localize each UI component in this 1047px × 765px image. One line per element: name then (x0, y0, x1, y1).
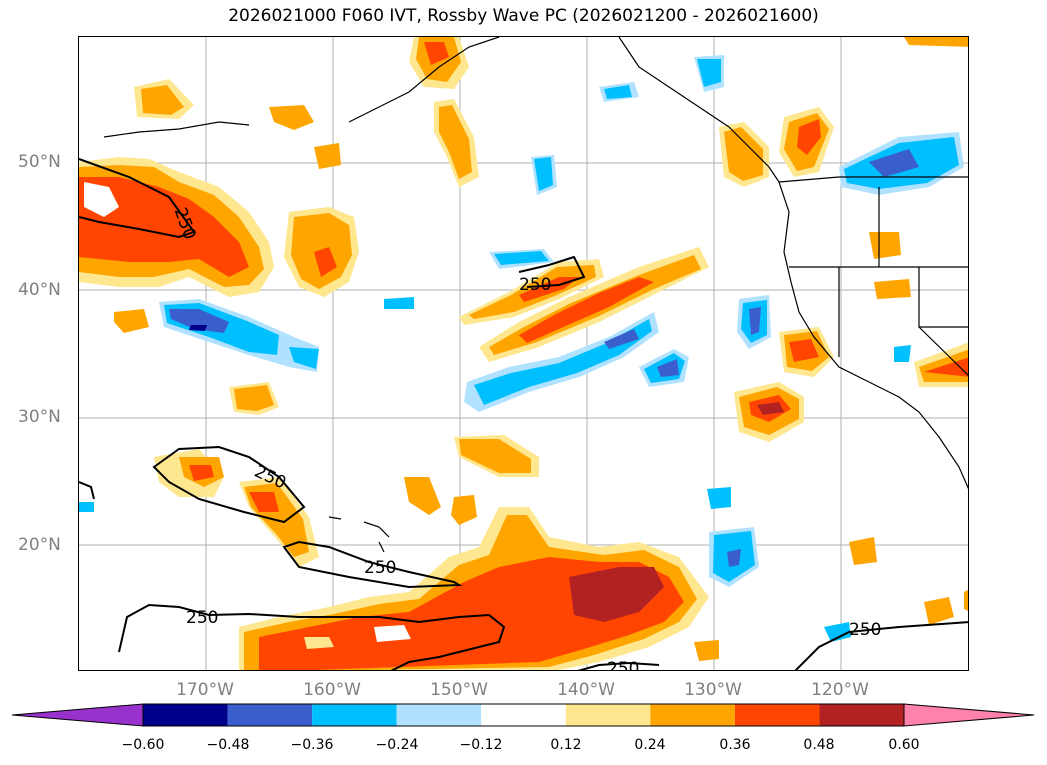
contour-label: 250 (607, 659, 639, 671)
colorbar-tick: 0.48 (803, 737, 835, 753)
colorbar-tick: 0.60 (888, 737, 920, 753)
lon-label-160w: 160°W (303, 680, 361, 700)
lat-label-40n: 40°N (18, 280, 61, 300)
lon-label-150w: 150°W (430, 680, 488, 700)
lat-label-30n: 30°N (18, 407, 61, 427)
colorbar-tick: 0.36 (719, 737, 751, 753)
lat-label-20n: 20°N (18, 535, 61, 555)
colorbar-tick: −0.24 (375, 737, 419, 753)
colorbar-segment (396, 704, 482, 726)
colorbar-segment (734, 704, 820, 726)
colorbar-frame (142, 703, 905, 727)
colorbar-tick: 0.24 (634, 737, 666, 753)
lon-label-120w: 120°W (811, 680, 869, 700)
lon-label-140w: 140°W (557, 680, 615, 700)
map-title: 2026021000 F060 IVT, Rossby Wave PC (202… (228, 6, 819, 26)
colorbar-segment (227, 704, 313, 726)
colorbar-tick: −0.60 (121, 737, 165, 753)
ivt-contours (79, 158, 968, 670)
positive-anomaly-fields (79, 37, 968, 670)
map-svg: 250 250 250 250 250 250 250 (79, 37, 968, 671)
contour-label: 250 (849, 620, 881, 640)
lat-label-50n: 50°N (18, 152, 61, 172)
colorbar-tick: 0.12 (550, 737, 582, 753)
colorbar-segment (650, 704, 735, 726)
contour-label: 250 (364, 558, 396, 578)
colorbar-segment (481, 704, 566, 726)
colorbar-segment (565, 704, 651, 726)
contour-label: 250 (186, 608, 218, 628)
negative-anomaly-fields (79, 55, 964, 642)
colorbar-tick: −0.12 (459, 737, 503, 753)
colorbar-tick: −0.36 (290, 737, 334, 753)
lon-label-130w: 130°W (684, 680, 742, 700)
colorbar-extend-max (903, 703, 1035, 727)
coastlines (103, 37, 968, 553)
colorbar-tick: −0.48 (206, 737, 250, 753)
colorbar-segment (312, 704, 397, 726)
colorbar-segment (819, 704, 904, 726)
contour-label: 250 (519, 275, 551, 295)
map-panel: 250 250 250 250 250 250 250 (78, 36, 969, 671)
lon-label-170w: 170°W (176, 680, 234, 700)
colorbar-segment (143, 704, 228, 726)
colorbar-segments (12, 703, 1035, 727)
colorbar (12, 703, 1035, 727)
colorbar-extend-min (12, 703, 144, 727)
